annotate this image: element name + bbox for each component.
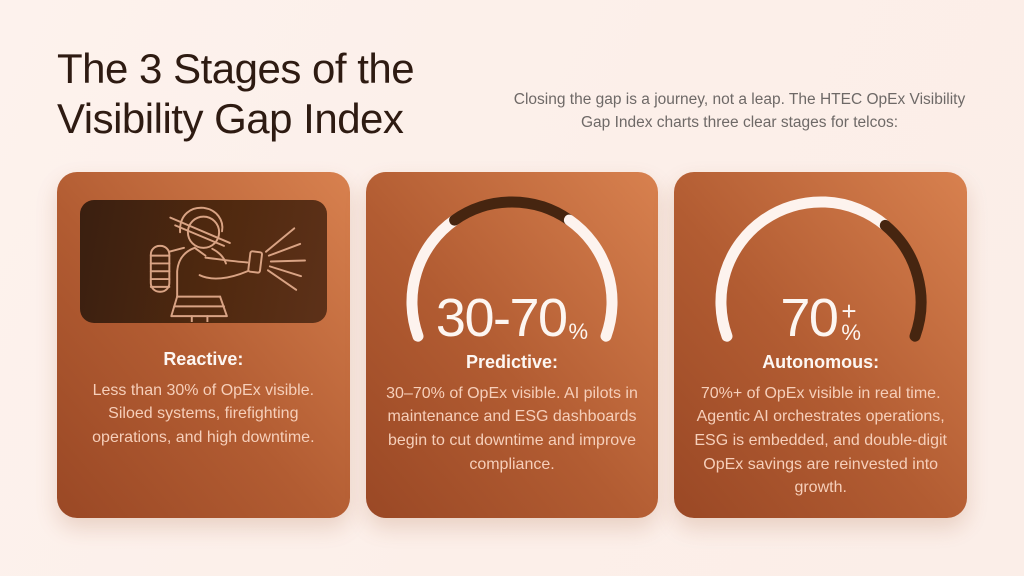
- gauge-plus-sign: +: [841, 295, 857, 326]
- gauge-predictive: 30-70%: [392, 192, 632, 349]
- gauge-plus-percent: + %: [841, 295, 861, 345]
- card-reactive: Reactive: Less than 30% of OpEx visible.…: [57, 171, 350, 518]
- gauge-number: 70: [780, 288, 839, 349]
- card-heading-autonomous: Autonomous:: [762, 351, 880, 372]
- card-body-reactive: Less than 30% of OpEx visible. Siloed sy…: [92, 381, 315, 447]
- gauge-number: 30-70: [435, 288, 568, 349]
- stage-cards: Reactive: Less than 30% of OpEx visible.…: [57, 171, 968, 518]
- gauge-autonomous: 70 + %: [701, 192, 941, 349]
- card-body-autonomous: 70%+ of OpEx visible in real time. Agent…: [694, 384, 947, 497]
- card-autonomous: 70 + % Autonomous: 70%+ of OpEx visible …: [674, 171, 968, 518]
- card-heading-predictive: Predictive:: [465, 351, 559, 372]
- gauge-percent-sign: %: [841, 319, 861, 345]
- card-heading-reactive: Reactive:: [163, 348, 244, 369]
- firefighter-flashlight-icon: [149, 206, 306, 322]
- page-title: The 3 Stages of the Visibility Gap Index: [57, 45, 415, 143]
- header: The 3 Stages of the Visibility Gap Index…: [57, 44, 967, 145]
- gauge-percent-sign: %: [568, 318, 589, 344]
- card-predictive: 30-70% Predictive: 30–70% of OpEx visibl…: [365, 171, 659, 518]
- gauge-value-autonomous: 70 + %: [780, 288, 861, 349]
- gauge-value-predictive: 30-70%: [435, 288, 589, 349]
- firefighter-illustration-panel: [80, 199, 327, 323]
- card-body-predictive: 30–70% of OpEx visible. AI pilots in mai…: [386, 384, 638, 473]
- gauge-arc-autonomous-icon: [715, 196, 927, 342]
- page-subtitle: Closing the gap is a journey, not a leap…: [513, 91, 966, 132]
- gauge-arc-predictive-icon: [406, 196, 618, 342]
